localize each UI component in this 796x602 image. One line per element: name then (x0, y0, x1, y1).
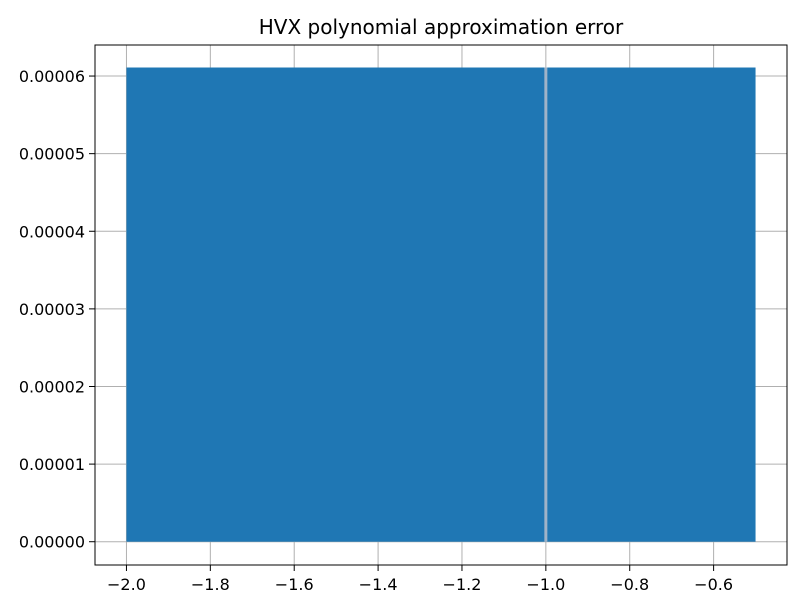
x-tick-label: −1.0 (526, 575, 565, 594)
plot-frame (94, 44, 788, 566)
x-axis: −2.0 −1.8 −1.6 −1.4 −1.2 −1.0 −0.8 −0.6 (107, 565, 733, 594)
x-tick-label: −1.2 (443, 575, 482, 594)
x-tick-label: −0.8 (610, 575, 649, 594)
x-tick-label: −1.6 (275, 575, 314, 594)
data-area (126, 67, 756, 542)
x-tick-label: −0.6 (694, 575, 733, 594)
x-tick-label: −1.8 (191, 575, 230, 594)
y-tick-label: 0.00000 (19, 533, 85, 552)
y-tick-label: 0.00005 (19, 145, 85, 164)
x-tick-label: −2.0 (107, 575, 146, 594)
x-tick-label: −1.4 (359, 575, 398, 594)
y-tick-label: 0.00001 (19, 455, 85, 474)
y-tick-label: 0.00002 (19, 377, 85, 396)
y-tick-label: 0.00003 (19, 300, 85, 319)
y-axis: 0.00000 0.00001 0.00002 0.00003 0.00004 0.000… (19, 67, 95, 552)
error-area (126, 67, 756, 542)
y-tick-label: 0.00004 (19, 222, 85, 241)
chart-title: HVX polynomial approximation error (259, 15, 624, 39)
y-tick-label: 0.00006 (19, 67, 85, 86)
